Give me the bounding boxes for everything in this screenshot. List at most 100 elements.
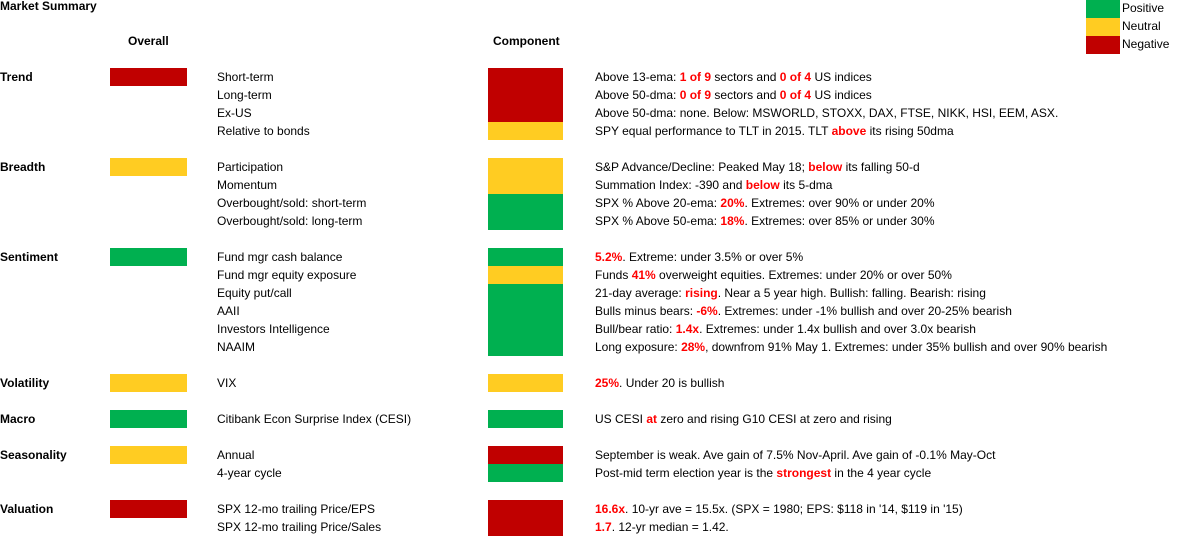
component-status-box [488, 158, 563, 194]
component-status-box [488, 284, 563, 356]
indicator-description: 21-day average: rising. Near a 5 year hi… [595, 284, 986, 302]
description-text: , downfrom 91% May 1. Extremes: under 35… [705, 340, 1108, 354]
highlight-value: 18% [720, 214, 745, 228]
indicator-label: 4-year cycle [217, 466, 282, 480]
highlight-value: 1 of 9 [679, 70, 712, 84]
highlight-value: below [808, 160, 843, 174]
description-text: Post-mid term election year is the [595, 466, 777, 480]
highlight-value: -6% [696, 304, 718, 318]
description-text: SPY equal performance to TLT in 2015. TL… [595, 124, 832, 138]
highlight-value: 20% [720, 196, 745, 210]
component-status-box [488, 464, 563, 482]
component-status-box [488, 374, 563, 392]
indicator-label: VIX [217, 376, 237, 390]
indicator-description: Funds 41% overweight equities. Extremes:… [595, 266, 952, 284]
description-text: Bulls minus bears: [595, 304, 697, 318]
section-label: Seasonality [0, 448, 67, 462]
highlight-value: 0 of 4 [779, 70, 812, 84]
description-text: its falling 50-d [842, 160, 920, 174]
indicator-label: Overbought/sold: short-term [217, 196, 367, 210]
highlight-value: 1.7 [595, 520, 612, 534]
description-text: its rising 50dma [866, 124, 954, 138]
indicator-label: Overbought/sold: long-term [217, 214, 363, 228]
highlight-value: below [745, 178, 780, 192]
indicator-description: Above 50-dma: none. Below: MSWORLD, STOX… [595, 104, 1058, 122]
description-text: . 12-yr median = 1.42. [611, 520, 729, 534]
description-text: 21-day average: [595, 286, 686, 300]
description-text: . Extremes: under -1% bullish and over 2… [717, 304, 1012, 318]
highlight-value: 1.4x [675, 322, 700, 336]
description-text: Above 50-dma: none. Below: MSWORLD, STOX… [595, 106, 1059, 120]
description-text: S&P Advance/Decline: Peaked May 18; [595, 160, 809, 174]
indicator-description: 5.2%. Extreme: under 3.5% or over 5% [595, 248, 803, 266]
indicator-description: S&P Advance/Decline: Peaked May 18; belo… [595, 158, 920, 176]
highlight-value: 0 of 9 [679, 88, 712, 102]
overall-status-box [110, 248, 187, 266]
legend-swatch [1086, 36, 1120, 54]
description-text: its 5-dma [779, 178, 833, 192]
highlight-value: 28% [681, 340, 706, 354]
description-text: . Near a 5 year high. Bullish: falling. … [717, 286, 986, 300]
description-text: Bull/bear ratio: [595, 322, 676, 336]
highlight-value: rising [685, 286, 718, 300]
indicator-label: NAAIM [217, 340, 256, 354]
indicator-label: Relative to bonds [217, 124, 310, 138]
legend-item-negative: Negative [1086, 36, 1191, 54]
description-text: . Extremes: under 1.4x bullish and over … [699, 322, 976, 336]
indicator-label: Momentum [217, 178, 278, 192]
overall-header: Overall [128, 34, 169, 48]
indicator-description: 25%. Under 20 is bullish [595, 374, 724, 392]
indicator-label: Fund mgr cash balance [217, 250, 343, 264]
indicator-description: Summation Index: -390 and below its 5-dm… [595, 176, 832, 194]
indicator-description: SPY equal performance to TLT in 2015. TL… [595, 122, 954, 140]
indicator-description: Above 50-dma: 0 of 9 sectors and 0 of 4 … [595, 86, 872, 104]
indicator-label: Citibank Econ Surprise Index (CESI) [217, 412, 412, 426]
component-status-box [488, 446, 563, 464]
description-text: Summation Index: -390 and [595, 178, 746, 192]
description-text: sectors and [711, 88, 780, 102]
overall-status-box [110, 446, 187, 464]
description-text: September is weak. Ave gain of 7.5% Nov-… [595, 448, 996, 462]
highlight-value: 5.2% [595, 250, 623, 264]
indicator-description: Post-mid term election year is the stron… [595, 464, 931, 482]
overall-status-box [110, 158, 187, 176]
highlight-value: 25% [595, 376, 620, 390]
section-label: Macro [0, 412, 36, 426]
overall-status-box [110, 410, 187, 428]
overall-status-box [110, 68, 187, 86]
description-text: US indices [811, 70, 872, 84]
section-label: Volatility [0, 376, 50, 390]
indicator-label: AAII [217, 304, 240, 318]
highlight-value: 0 of 4 [779, 88, 812, 102]
description-text: . Extremes: over 90% or under 20% [744, 196, 935, 210]
component-status-box [488, 266, 563, 284]
highlight-value: above [831, 124, 867, 138]
description-text: SPX % Above 50-ema: [595, 214, 721, 228]
section-label: Sentiment [0, 250, 59, 264]
description-text: Above 50-dma: [595, 88, 680, 102]
description-text: . Extreme: under 3.5% or over 5% [622, 250, 804, 264]
description-text: Funds [595, 268, 632, 282]
description-text: SPX % Above 20-ema: [595, 196, 721, 210]
indicator-label: Participation [217, 160, 284, 174]
indicator-description: 16.6x. 10-yr ave = 15.5x. (SPX = 1980; E… [595, 500, 963, 518]
indicator-description: Bulls minus bears: -6%. Extremes: under … [595, 302, 1012, 320]
highlight-value: strongest [776, 466, 832, 480]
component-status-box [488, 248, 563, 266]
indicator-description: US CESI at zero and rising G10 CESI at z… [595, 410, 892, 428]
description-text: . Under 20 is bullish [619, 376, 725, 390]
section-label: Trend [0, 70, 33, 84]
description-text: in the 4 year cycle [831, 466, 932, 480]
indicator-label: Long-term [217, 88, 272, 102]
section-label: Breadth [0, 160, 46, 174]
legend-item-positive: Positive [1086, 0, 1191, 18]
indicator-label: Fund mgr equity exposure [217, 268, 357, 282]
indicator-label: Equity put/call [217, 286, 292, 300]
indicator-description: September is weak. Ave gain of 7.5% Nov-… [595, 446, 995, 464]
description-text: sectors and [711, 70, 780, 84]
indicator-description: 1.7. 12-yr median = 1.42. [595, 518, 729, 536]
component-status-box [488, 500, 563, 536]
indicator-label: Annual [217, 448, 255, 462]
description-text: Long exposure: [595, 340, 682, 354]
indicator-label: SPX 12-mo trailing Price/Sales [217, 520, 382, 534]
